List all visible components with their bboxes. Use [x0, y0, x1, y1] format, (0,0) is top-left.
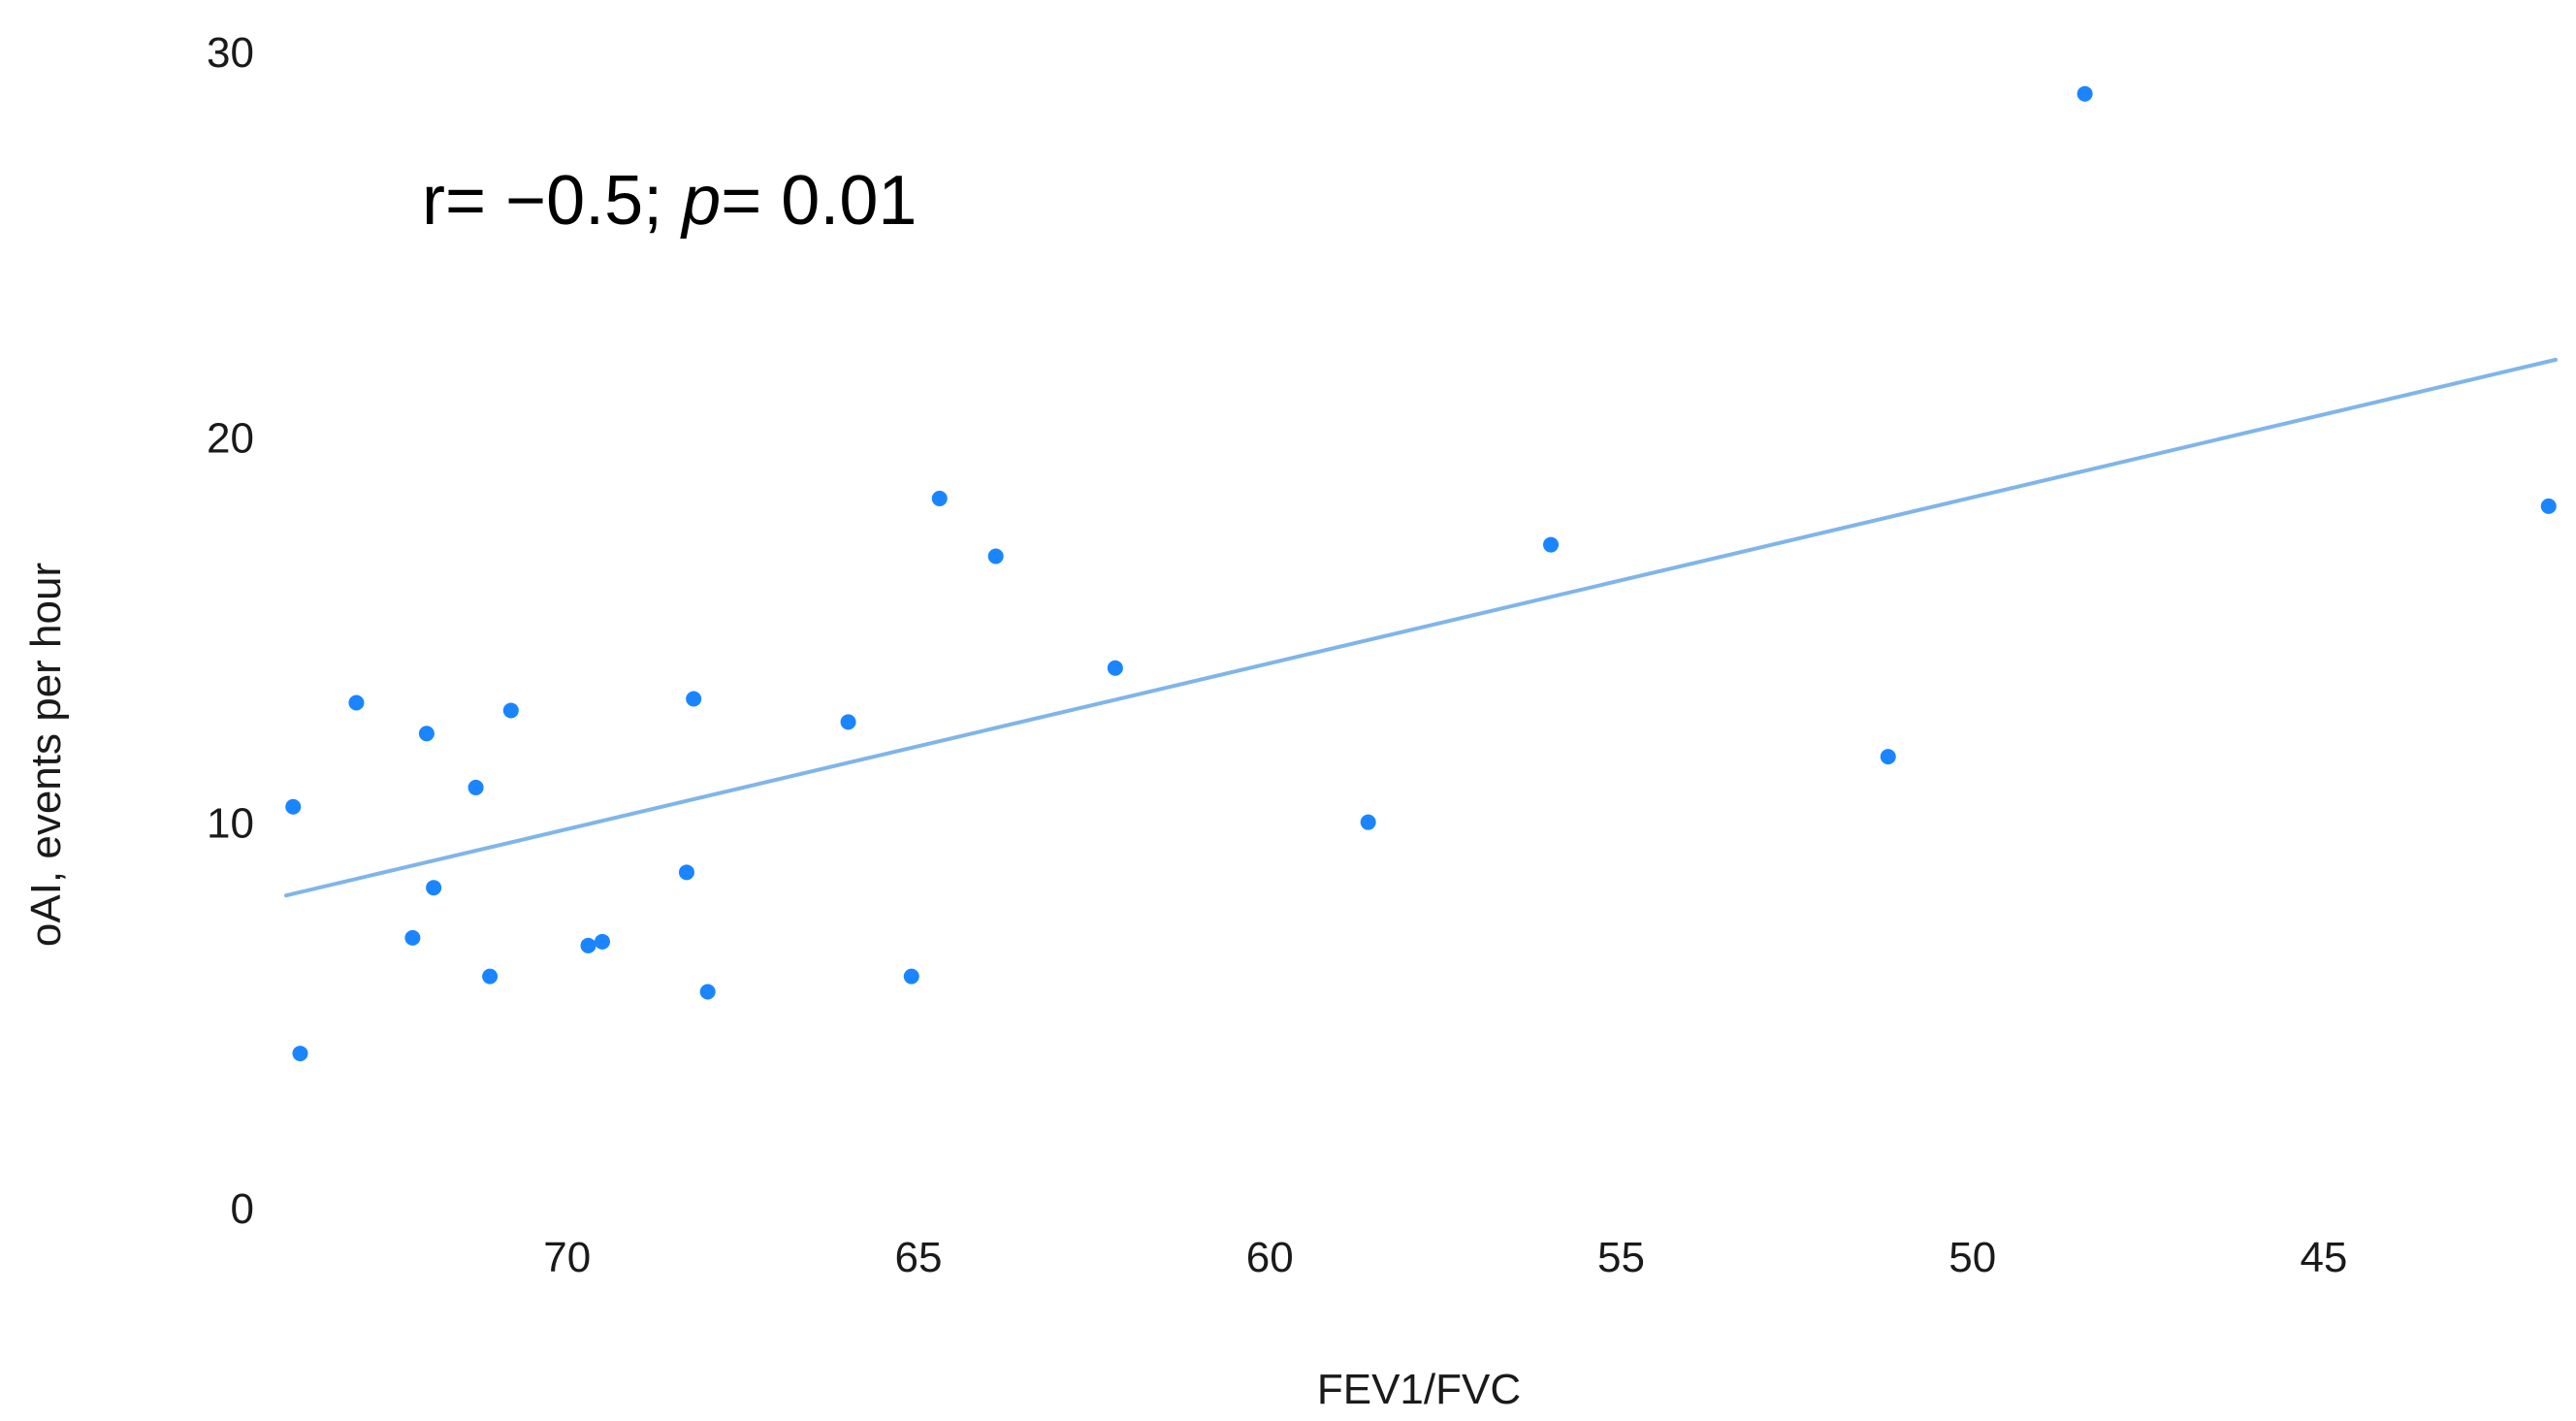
y-axis-title: oAI, events per hour [22, 563, 70, 947]
data-point [580, 937, 596, 953]
data-point [404, 929, 421, 946]
data-point [987, 548, 1004, 565]
data-point [2077, 85, 2093, 102]
x-tick-label: 65 [895, 1234, 943, 1281]
data-point [502, 702, 519, 719]
data-point [931, 490, 948, 506]
data-point [2540, 498, 2557, 514]
data-point [903, 968, 919, 985]
x-tick-label: 50 [1948, 1234, 1996, 1281]
data-point [1880, 749, 1896, 765]
data-point [1360, 814, 1376, 830]
y-tick-label: 20 [207, 414, 254, 462]
x-tick-label: 55 [1597, 1234, 1645, 1281]
data-point [482, 968, 499, 985]
x-tick-label: 60 [1246, 1234, 1294, 1281]
data-point [1107, 660, 1123, 676]
data-point [678, 864, 694, 881]
data-point [467, 779, 484, 795]
data-point [699, 984, 716, 1000]
correlation-p-label: p [680, 162, 721, 240]
x-axis-title: FEV1/FVC [1317, 1366, 1521, 1413]
data-point [292, 1046, 308, 1062]
correlation-p: = 0.01 [721, 162, 917, 240]
data-point [285, 798, 302, 815]
correlation-annotation: r= −0.5; p= 0.01 [422, 162, 917, 240]
y-tick-label: 30 [207, 29, 254, 77]
y-axis-ticks: 0 10 20 30 [207, 29, 254, 1233]
data-point [840, 714, 856, 730]
trendline [284, 357, 2558, 898]
data-point [426, 880, 442, 896]
data-point [595, 933, 611, 950]
data-point [418, 726, 435, 742]
data-point [686, 691, 702, 707]
y-tick-label: 0 [231, 1185, 254, 1233]
y-tick-label: 10 [207, 800, 254, 848]
correlation-r: r= −0.5; [422, 162, 682, 240]
x-tick-label: 45 [2300, 1234, 2347, 1281]
x-axis-ticks: 70 65 60 55 50 45 [543, 1234, 2347, 1281]
data-point [348, 694, 365, 711]
data-point [1543, 536, 1560, 553]
x-tick-label: 70 [543, 1234, 591, 1281]
data-points [285, 85, 2557, 1062]
